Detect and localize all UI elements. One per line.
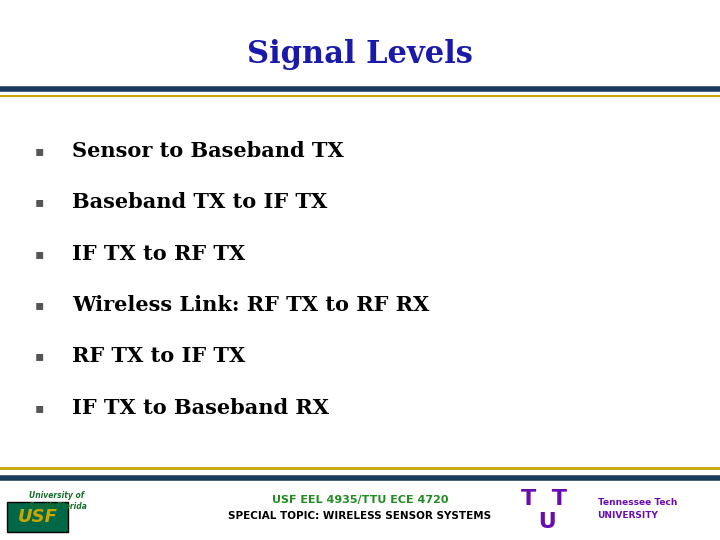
Text: ▪: ▪	[35, 401, 45, 415]
Text: SPECIAL TOPIC: WIRELESS SENSOR SYSTEMS: SPECIAL TOPIC: WIRELESS SENSOR SYSTEMS	[228, 511, 492, 521]
Text: ▪: ▪	[35, 298, 45, 312]
Text: IF TX to RF TX: IF TX to RF TX	[72, 244, 246, 264]
Text: Tennessee Tech: Tennessee Tech	[598, 498, 677, 507]
Text: T  T
 U: T T U	[521, 489, 567, 532]
Text: USF: USF	[17, 508, 58, 526]
Text: ▪: ▪	[35, 247, 45, 261]
FancyBboxPatch shape	[7, 502, 68, 532]
Text: ▪: ▪	[35, 195, 45, 210]
Text: University of
South Florida: University of South Florida	[29, 491, 86, 511]
Text: Wireless Link: RF TX to RF RX: Wireless Link: RF TX to RF RX	[72, 295, 429, 315]
Text: ▪: ▪	[35, 349, 45, 363]
Text: Signal Levels: Signal Levels	[247, 38, 473, 70]
Text: RF TX to IF TX: RF TX to IF TX	[72, 346, 246, 367]
Text: IF TX to Baseband RX: IF TX to Baseband RX	[72, 397, 329, 418]
Text: UNIVERSITY: UNIVERSITY	[598, 511, 659, 520]
Text: Sensor to Baseband TX: Sensor to Baseband TX	[72, 141, 344, 161]
Text: ▪: ▪	[35, 144, 45, 158]
Text: Baseband TX to IF TX: Baseband TX to IF TX	[72, 192, 328, 213]
Text: USF EEL 4935/TTU ECE 4720: USF EEL 4935/TTU ECE 4720	[271, 495, 449, 504]
